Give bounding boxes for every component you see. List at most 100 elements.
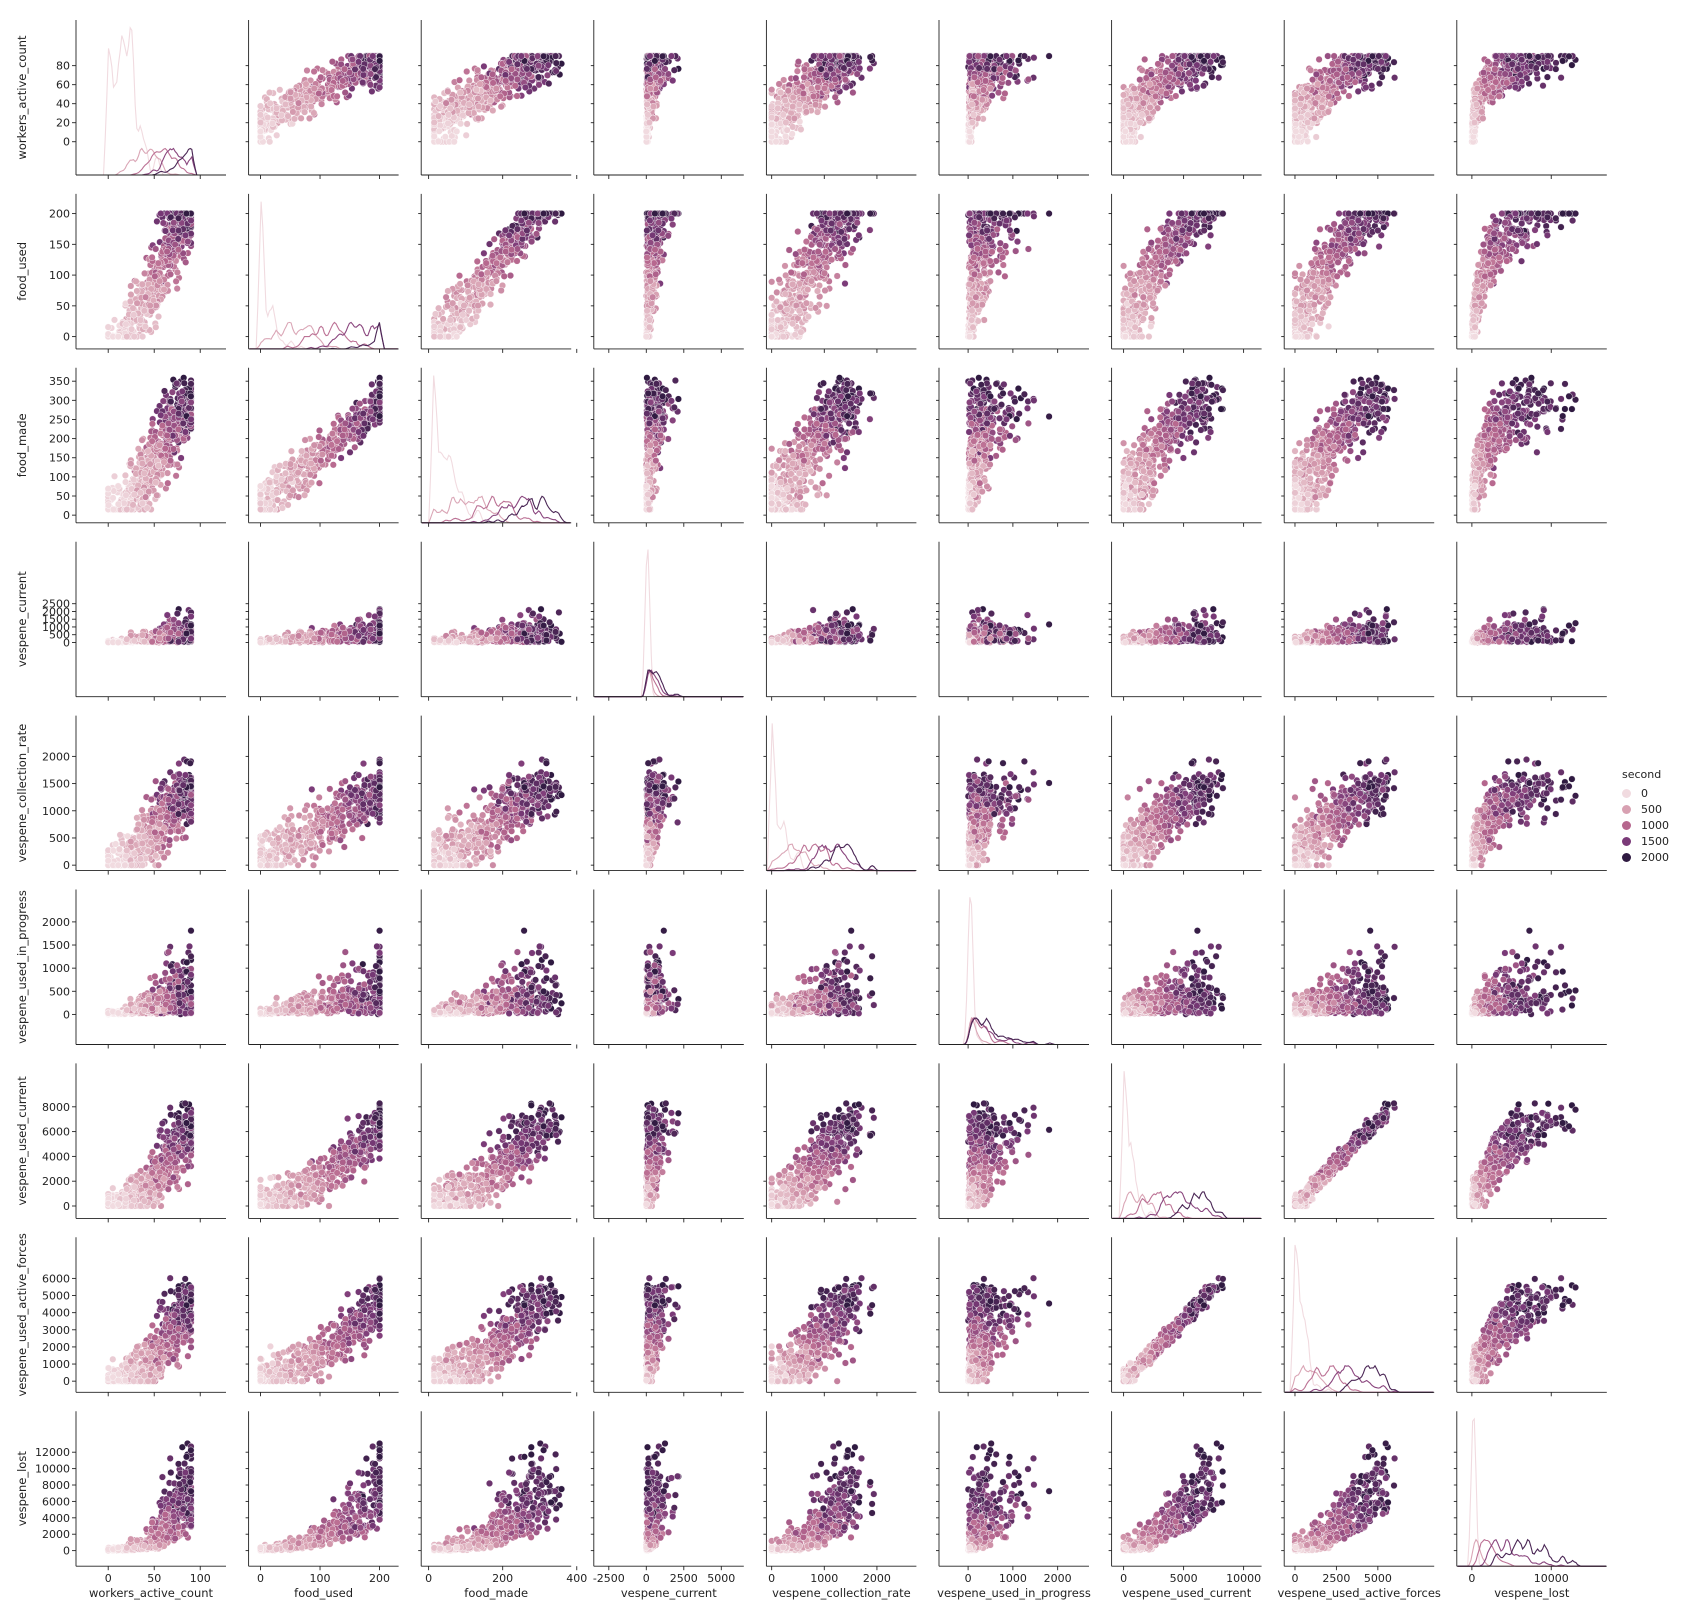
point <box>1141 55 1149 63</box>
point <box>1296 100 1304 108</box>
point <box>139 333 147 341</box>
point <box>1333 70 1341 78</box>
point <box>544 61 552 69</box>
point <box>661 65 669 73</box>
point <box>842 83 850 91</box>
point <box>1208 73 1216 81</box>
point <box>436 121 444 129</box>
point <box>1484 58 1492 66</box>
point <box>1193 61 1201 69</box>
point <box>1215 74 1223 82</box>
point <box>138 280 146 288</box>
point <box>328 58 336 66</box>
point <box>670 66 678 74</box>
point <box>1508 75 1516 83</box>
point <box>659 52 667 60</box>
point <box>1360 60 1368 68</box>
point <box>1324 108 1332 116</box>
panel-workers_active_count-vs-vespene_collection_rate <box>763 20 917 179</box>
point <box>1479 69 1487 77</box>
point <box>1514 65 1522 73</box>
point <box>831 93 839 101</box>
point <box>489 106 497 114</box>
point <box>966 52 974 60</box>
point <box>318 100 326 108</box>
point <box>521 83 529 91</box>
point <box>444 87 452 95</box>
point <box>456 76 464 84</box>
point <box>1307 66 1315 74</box>
point <box>368 87 376 95</box>
point <box>474 114 482 122</box>
point <box>1539 82 1547 90</box>
y-tick-label: 60 <box>56 79 70 92</box>
point <box>266 89 274 97</box>
point <box>159 219 167 227</box>
point <box>1121 127 1129 135</box>
point <box>1139 99 1147 107</box>
point <box>1470 118 1478 126</box>
point <box>826 52 834 60</box>
point <box>988 92 996 100</box>
point <box>465 76 473 84</box>
point <box>1291 111 1299 119</box>
point <box>841 76 849 84</box>
point <box>649 102 657 110</box>
point <box>644 111 652 119</box>
point <box>1012 67 1020 75</box>
y-tick-label: 100 <box>49 269 70 282</box>
y-axis-label: food_used <box>15 242 29 301</box>
point <box>1391 74 1399 82</box>
point <box>807 85 815 93</box>
point <box>866 65 874 73</box>
point <box>646 85 654 93</box>
point <box>1552 65 1560 73</box>
point <box>544 71 552 79</box>
point <box>175 226 183 234</box>
point <box>181 231 189 239</box>
point <box>174 246 182 254</box>
point <box>1473 85 1481 93</box>
point <box>1498 52 1506 60</box>
point <box>642 127 650 135</box>
point <box>473 86 481 94</box>
point <box>1543 58 1551 66</box>
point <box>152 245 160 253</box>
point <box>1168 62 1176 70</box>
point <box>1375 80 1383 88</box>
point <box>975 64 983 72</box>
point <box>1525 52 1533 60</box>
point <box>821 84 829 92</box>
point <box>1200 82 1208 90</box>
point <box>1325 92 1333 100</box>
point <box>359 78 367 86</box>
point <box>1310 114 1318 122</box>
panel-workers_active_count-vs-vespene_lost <box>1453 20 1607 179</box>
point <box>795 100 803 108</box>
point <box>980 86 988 94</box>
point <box>1138 66 1146 74</box>
point <box>1020 52 1028 60</box>
point <box>1146 80 1154 88</box>
point <box>319 66 327 74</box>
point <box>814 108 822 116</box>
density-workers_active_count-0 <box>76 26 226 176</box>
point <box>1552 59 1560 67</box>
point <box>492 85 500 93</box>
point <box>1162 89 1170 97</box>
point <box>104 323 112 331</box>
point <box>1152 92 1160 100</box>
point <box>441 133 449 141</box>
point <box>513 60 521 68</box>
point <box>457 120 465 128</box>
point <box>552 59 560 67</box>
point <box>645 118 653 126</box>
point <box>801 65 809 73</box>
point <box>148 253 156 261</box>
point <box>474 94 482 102</box>
point <box>278 111 286 119</box>
point <box>511 82 519 90</box>
point <box>814 77 822 85</box>
point <box>790 114 798 122</box>
point <box>535 73 543 81</box>
